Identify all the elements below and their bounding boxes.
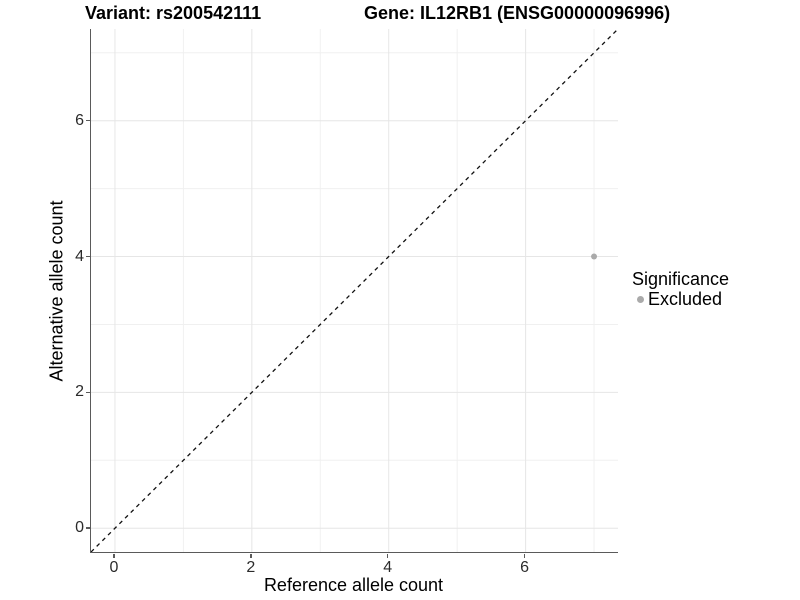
x-tick-mark: [113, 553, 115, 558]
plot-title-gene: Gene: IL12RB1 (ENSG00000096996): [364, 3, 671, 23]
y-axis-title: Alternative allele count: [46, 200, 67, 382]
x-tick-mark: [386, 553, 389, 558]
x-tick-mark: [250, 553, 252, 558]
y-tick-label: 6: [75, 111, 84, 129]
y-tick-label: 4: [75, 247, 84, 265]
y-tick-mark: [86, 119, 90, 122]
identity-reference-line: [91, 29, 618, 552]
y-tick-mark: [86, 391, 90, 394]
legend-title: Significance: [632, 269, 730, 289]
x-tick-label: 6: [520, 559, 530, 576]
x-tick-label: 2: [246, 559, 256, 576]
legend: Significance Excluded: [632, 268, 729, 309]
plot-area-svg: [91, 29, 618, 552]
y-tick-mark: [86, 527, 90, 529]
y-tick-mark: [86, 255, 90, 258]
x-tick-label: 4: [383, 559, 393, 576]
x-axis-title: Reference allele count: [263, 575, 444, 595]
legend-key-dot-icon: [637, 296, 644, 303]
plot-panel: [90, 29, 618, 553]
y-tick-label: 2: [75, 383, 84, 401]
legend-entry-label: Excluded: [648, 289, 723, 309]
y-tick-label: 0: [75, 519, 84, 537]
plot-title-variant: Variant: rs200542111: [85, 3, 262, 23]
data-point-excluded: [591, 253, 598, 260]
legend-entry-excluded: Excluded: [632, 290, 729, 309]
x-tick-mark: [523, 553, 526, 558]
x-tick-label: 0: [109, 559, 119, 576]
